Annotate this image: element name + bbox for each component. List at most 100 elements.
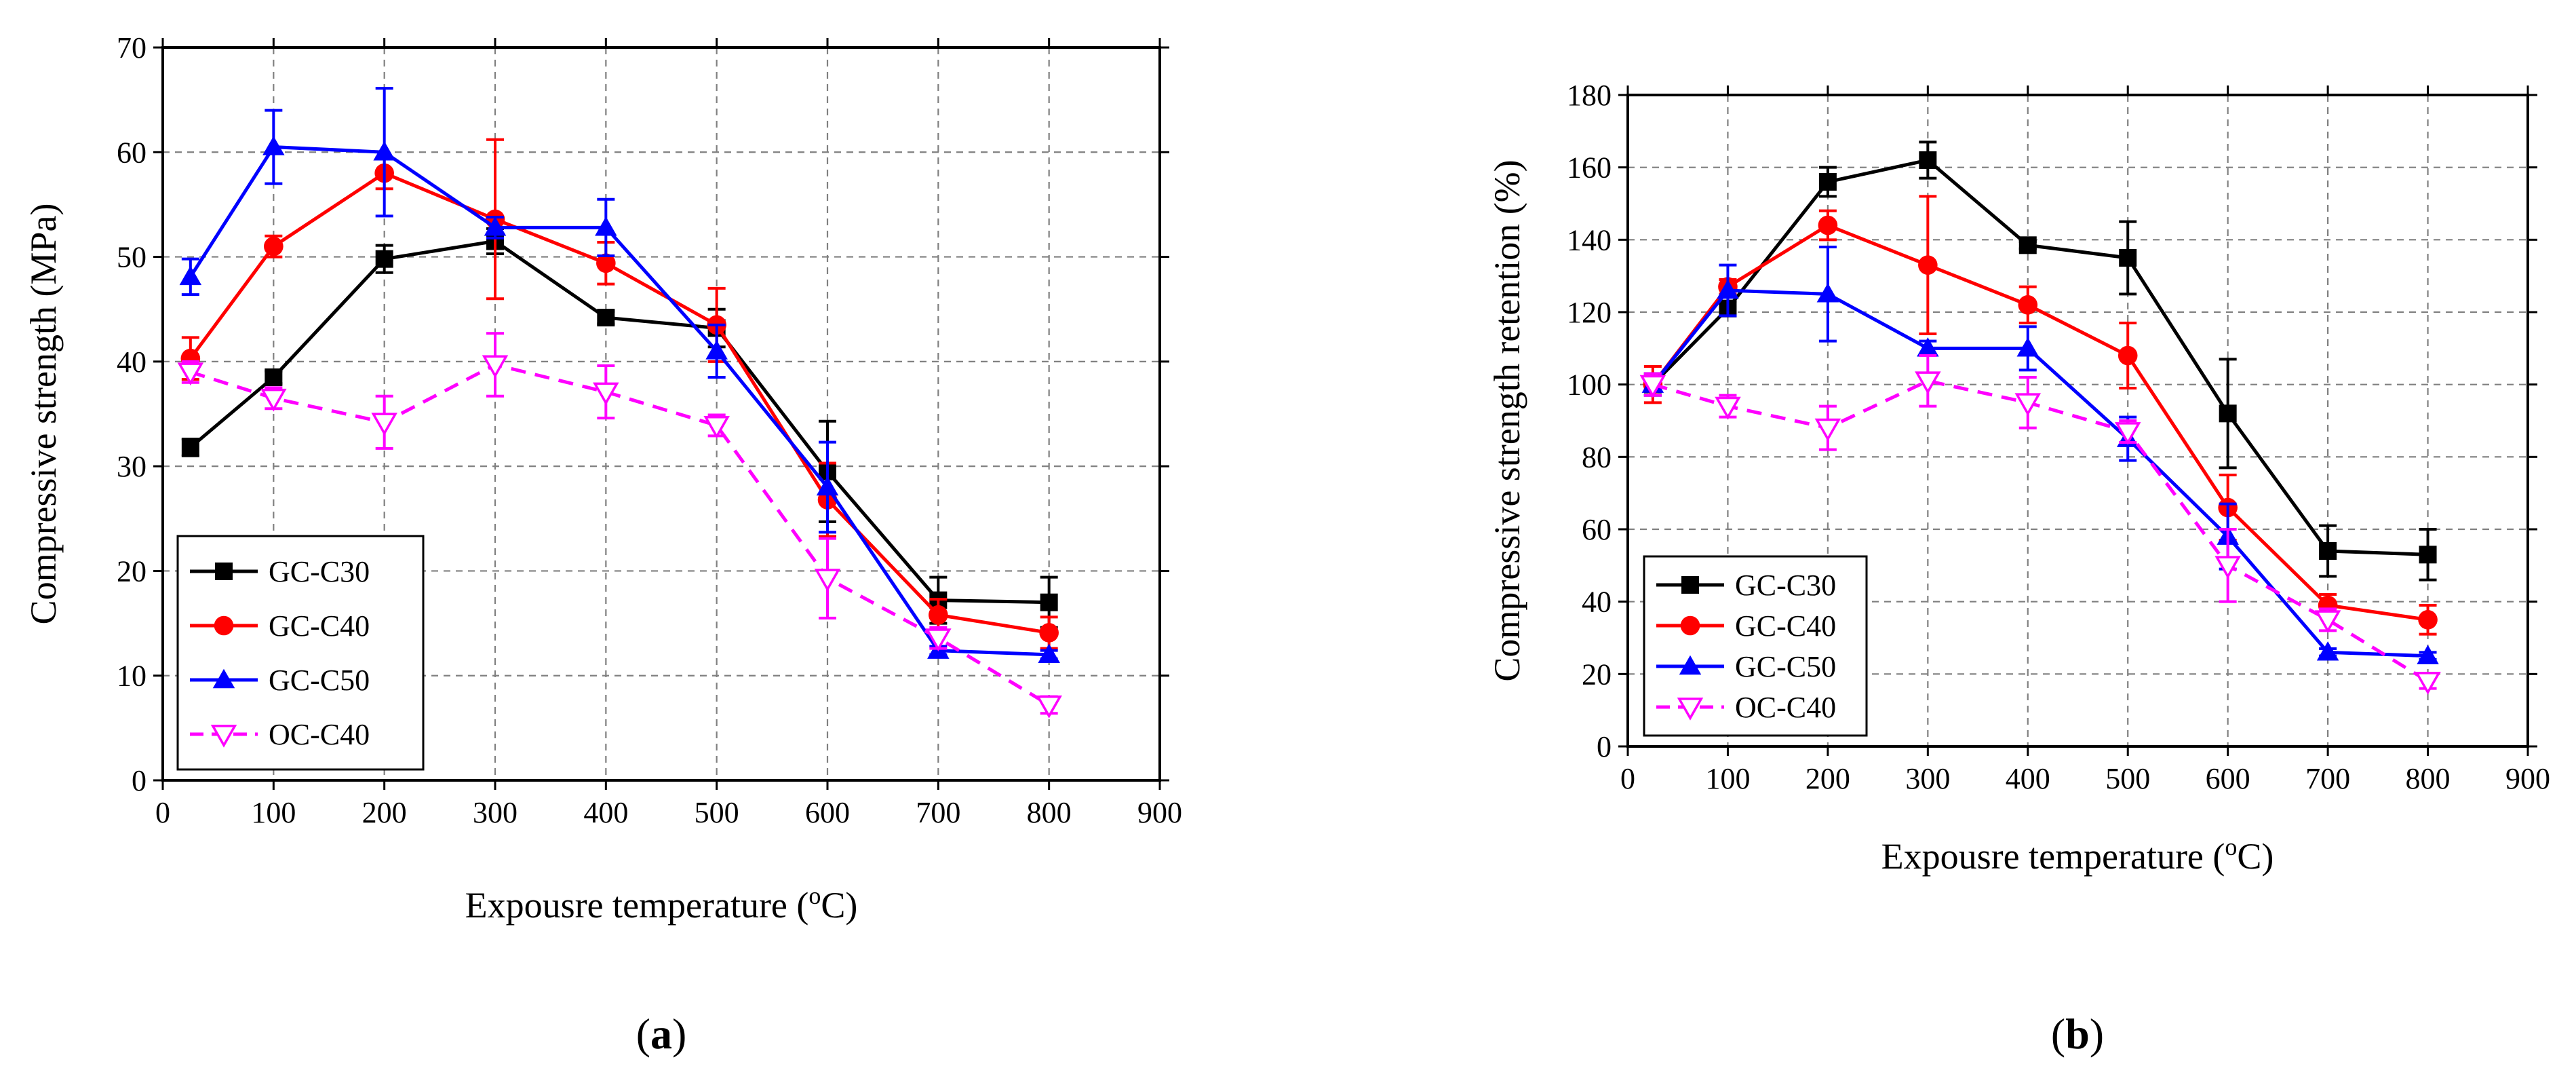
ticks: 0 100 200 300 400 500 600 700 800 900 0 10 20 30 40 50 6… — [117, 31, 1182, 829]
x-tick-label: 300 — [1905, 762, 1950, 795]
x-tick-label: 400 — [583, 796, 628, 829]
data-point — [1040, 593, 1058, 611]
data-point — [814, 569, 841, 592]
data-point — [596, 253, 616, 273]
x-tick-label: 700 — [916, 796, 960, 829]
legend-label: GC-C50 — [269, 664, 370, 697]
data-point — [595, 216, 617, 236]
series-GC-C30 — [1643, 140, 2437, 582]
series-group — [1639, 140, 2441, 695]
y-tick-label: 60 — [1582, 513, 1612, 546]
ticks: 0 100 200 300 400 500 600 700 800 900 0 20 40 60 80 100… — [1567, 79, 2550, 795]
data-point — [2014, 393, 2042, 417]
panel-label-letter: a — [650, 1010, 672, 1058]
x-tick-label: 200 — [1806, 762, 1850, 795]
legend: GC-C30 GC-C40 GC-C50 OC-C40 — [1643, 555, 1868, 737]
y-tick-label: 100 — [1567, 368, 1612, 402]
data-point — [925, 628, 952, 651]
data-point — [181, 438, 199, 457]
data-point — [2417, 645, 2439, 664]
y-tick-label: 180 — [1567, 79, 1612, 112]
data-point — [371, 413, 397, 436]
data-point — [2415, 672, 2441, 695]
data-point — [2214, 556, 2241, 579]
x-tick-label: 800 — [1027, 796, 1072, 829]
data-point — [1917, 337, 1939, 357]
x-axis-label-main: Expousre temperature ( — [465, 885, 809, 926]
x-tick-label: 200 — [362, 796, 407, 829]
legend-label: OC-C40 — [269, 718, 370, 751]
panel-label-open: ( — [636, 1010, 650, 1058]
legend-marker — [215, 563, 233, 580]
data-point — [597, 309, 615, 327]
series-line — [190, 362, 1050, 707]
data-point — [705, 340, 728, 360]
data-point — [1639, 375, 1666, 398]
y-tick-label: 140 — [1567, 223, 1612, 256]
panel-label-open: ( — [2051, 1010, 2065, 1058]
x-tick-label: 0 — [155, 796, 170, 829]
legend-label: GC-C50 — [1735, 650, 1836, 683]
data-point — [2118, 345, 2138, 366]
data-point — [929, 605, 948, 625]
y-tick-label: 0 — [132, 764, 147, 797]
data-point — [1816, 283, 1839, 303]
x-tick-label: 400 — [2006, 762, 2050, 795]
panel-label: (a) — [636, 1010, 687, 1058]
legend-label: OC-C40 — [1735, 691, 1836, 724]
data-point — [2314, 610, 2341, 634]
x-tick-label: 900 — [2505, 762, 2550, 795]
series-OC-C40 — [177, 332, 1062, 719]
data-point — [1818, 173, 1837, 191]
x-tick-label: 600 — [805, 796, 850, 829]
x-axis-label-degree: o — [808, 882, 821, 909]
x-tick-label: 0 — [1620, 762, 1635, 795]
x-tick-label: 500 — [2105, 762, 2150, 795]
y-tick-label: 20 — [117, 554, 147, 588]
y-tick-label: 20 — [1582, 658, 1612, 691]
y-tick-label: 10 — [117, 660, 147, 693]
x-tick-label: 800 — [2406, 762, 2451, 795]
x-tick-label: 700 — [2305, 762, 2350, 795]
legend-marker — [1677, 698, 1704, 721]
data-point — [262, 136, 285, 155]
x-axis-label-degree: o — [2225, 833, 2237, 860]
x-tick-label: 900 — [1137, 796, 1182, 829]
x-tick-label: 100 — [1705, 762, 1750, 795]
y-tick-label: 60 — [117, 136, 147, 169]
y-tick-label: 40 — [1582, 586, 1612, 619]
y-tick-label: 0 — [1597, 730, 1612, 763]
x-axis-label-main: Expousre temperature ( — [1881, 836, 2225, 877]
y-tick-label: 50 — [117, 241, 147, 274]
legend-label: GC-C30 — [1735, 569, 1836, 602]
data-point — [2419, 546, 2437, 564]
data-point — [260, 388, 287, 412]
x-tick-label: 300 — [473, 796, 518, 829]
data-point — [2219, 404, 2237, 423]
legend-marker — [214, 615, 234, 636]
data-point — [1717, 279, 1739, 299]
x-axis-label-unit: C) — [821, 885, 857, 926]
plot-frame — [161, 46, 1161, 782]
y-tick-label: 120 — [1567, 296, 1612, 329]
data-point — [816, 476, 839, 496]
legend-marker — [1681, 576, 1699, 594]
y-tick-label: 30 — [117, 450, 147, 483]
data-point — [2114, 422, 2141, 445]
data-point — [2418, 610, 2438, 630]
series-group — [177, 87, 1062, 719]
x-axis-label: Expousre temperature (oC) — [465, 882, 858, 926]
legend-label: GC-C30 — [269, 555, 370, 588]
legend-marker — [212, 668, 235, 689]
data-point — [1038, 643, 1060, 664]
panel-label: (b) — [2051, 1010, 2104, 1058]
data-point — [1919, 151, 1937, 169]
data-point — [1915, 371, 1941, 395]
data-point — [1036, 695, 1062, 719]
panel-label-letter: b — [2065, 1010, 2090, 1058]
y-tick-label: 40 — [117, 345, 147, 379]
data-point — [1814, 418, 1841, 442]
data-point — [1715, 396, 1741, 420]
data-point — [2316, 641, 2339, 661]
